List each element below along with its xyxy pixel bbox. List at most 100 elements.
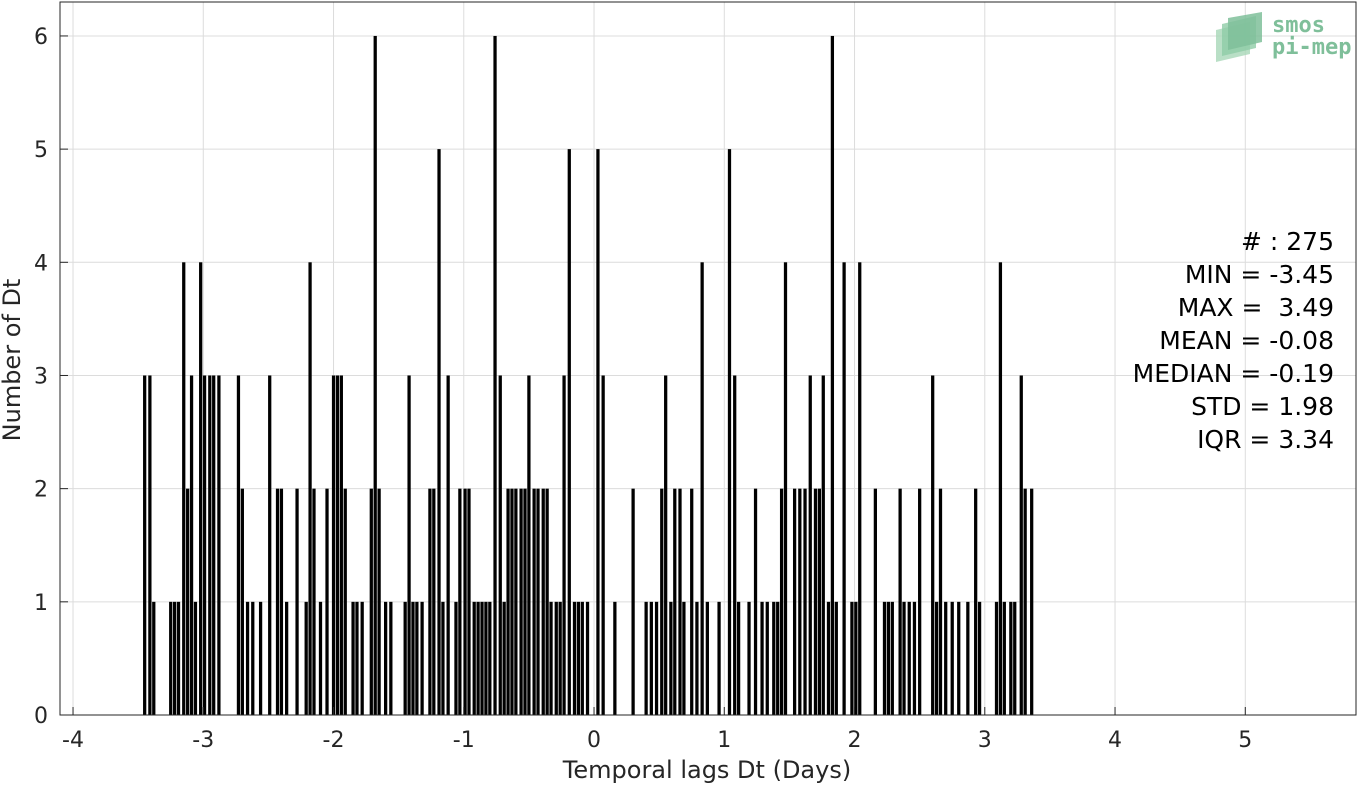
bar bbox=[907, 601, 911, 715]
bar bbox=[898, 488, 902, 715]
bar bbox=[545, 488, 549, 715]
bar bbox=[994, 601, 999, 715]
bar bbox=[567, 149, 571, 715]
bar bbox=[318, 601, 323, 715]
bar bbox=[377, 488, 381, 715]
bar bbox=[821, 375, 825, 715]
bar bbox=[325, 488, 329, 715]
bar bbox=[776, 601, 780, 715]
bar bbox=[143, 375, 147, 715]
x-tick-label: 2 bbox=[848, 728, 862, 753]
bar bbox=[803, 488, 807, 715]
bar bbox=[251, 601, 255, 715]
x-tick-label: 1 bbox=[717, 728, 731, 753]
bar bbox=[779, 488, 784, 715]
bar bbox=[858, 262, 862, 715]
bar bbox=[199, 262, 203, 715]
bar bbox=[753, 488, 758, 715]
bar bbox=[186, 488, 190, 715]
bar bbox=[934, 601, 939, 715]
bar bbox=[415, 601, 419, 715]
bar bbox=[536, 488, 540, 715]
y-tick-label: 6 bbox=[34, 25, 48, 50]
bar bbox=[998, 262, 1003, 715]
bar bbox=[747, 601, 751, 715]
bar bbox=[182, 262, 186, 715]
y-tick-label: 5 bbox=[34, 138, 48, 163]
bar bbox=[432, 488, 436, 715]
bar bbox=[664, 375, 668, 715]
x-axis-label: Temporal lags Dt (Days) bbox=[562, 756, 851, 784]
bar bbox=[944, 601, 948, 715]
y-tick-label: 4 bbox=[34, 251, 48, 276]
bar bbox=[304, 601, 308, 715]
bar bbox=[765, 601, 769, 715]
bar bbox=[669, 601, 673, 715]
bar bbox=[834, 601, 838, 715]
stat-line: # : 275 bbox=[1241, 227, 1334, 256]
bar bbox=[541, 488, 545, 715]
bar bbox=[148, 375, 152, 715]
logo-layers-icon bbox=[1216, 12, 1262, 62]
stat-line: STD = 1.98 bbox=[1191, 392, 1334, 421]
x-tick-label: -3 bbox=[192, 728, 214, 753]
logo-line2: pi-mep bbox=[1272, 35, 1351, 60]
bar bbox=[441, 601, 445, 715]
bar bbox=[502, 601, 506, 715]
bar bbox=[644, 601, 648, 715]
x-tick-label: 0 bbox=[587, 728, 601, 753]
bar bbox=[1013, 601, 1017, 715]
bar bbox=[873, 488, 877, 715]
bar bbox=[437, 149, 441, 715]
x-tick-label: -2 bbox=[323, 728, 345, 753]
plot-frame bbox=[59, 1, 1357, 716]
bar bbox=[695, 601, 699, 715]
bar bbox=[1023, 488, 1027, 715]
bar bbox=[236, 375, 241, 715]
bar bbox=[549, 601, 553, 715]
bar bbox=[484, 601, 488, 715]
bar bbox=[472, 601, 476, 715]
bar bbox=[974, 488, 978, 715]
bar bbox=[585, 601, 590, 715]
bar bbox=[902, 601, 906, 715]
bar bbox=[217, 375, 221, 715]
bar bbox=[428, 488, 432, 715]
bar bbox=[705, 601, 709, 715]
bar bbox=[458, 488, 462, 715]
x-axis-ticks: -4 -3 -2 -1 0 1 2 3 4 5 bbox=[62, 707, 1252, 753]
bar bbox=[918, 488, 922, 715]
bar bbox=[890, 601, 894, 715]
bar bbox=[760, 601, 764, 715]
bar bbox=[601, 375, 605, 715]
bar bbox=[808, 375, 812, 715]
bar bbox=[882, 601, 887, 715]
bar bbox=[152, 601, 156, 715]
bar bbox=[576, 601, 581, 715]
bar bbox=[682, 601, 686, 715]
bar bbox=[258, 601, 263, 715]
bar bbox=[596, 149, 600, 715]
smos-pi-mep-logo: smos pi-mep bbox=[1216, 12, 1351, 62]
y-tick-label: 2 bbox=[34, 478, 48, 503]
bar bbox=[631, 488, 635, 715]
bar bbox=[977, 601, 982, 715]
bar bbox=[523, 488, 527, 715]
bar bbox=[169, 601, 173, 715]
bar bbox=[850, 601, 854, 715]
bar bbox=[360, 601, 364, 715]
stat-line: MEAN = -0.08 bbox=[1159, 326, 1334, 355]
bar bbox=[285, 601, 289, 715]
stat-line: MIN = -3.45 bbox=[1185, 260, 1334, 289]
bar bbox=[736, 601, 741, 715]
bar bbox=[527, 375, 531, 715]
bar bbox=[813, 488, 818, 715]
bar bbox=[245, 601, 250, 715]
bar bbox=[700, 262, 704, 715]
bar bbox=[673, 488, 677, 715]
bar bbox=[343, 488, 347, 715]
bar bbox=[384, 601, 388, 715]
bar bbox=[938, 488, 943, 715]
x-tick-label: 5 bbox=[1238, 728, 1252, 753]
